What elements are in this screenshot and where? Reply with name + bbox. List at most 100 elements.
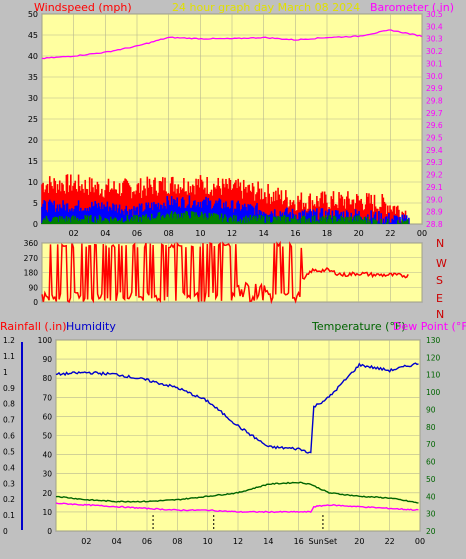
- humidity-tick-label: 80: [42, 374, 52, 383]
- humidity-tick-label: 60: [42, 412, 52, 421]
- rainfall-tick-label: 0.3: [3, 479, 15, 488]
- rainfall-tick-label: 0.1: [3, 511, 15, 520]
- rainfall-tick-label: 0.8: [3, 400, 15, 409]
- barometer-tick-label: 28.8: [426, 220, 443, 229]
- x-tick-label: 00: [415, 537, 425, 546]
- wind-tick-label: 35: [28, 73, 38, 82]
- humidity-tick-label: 50: [42, 432, 52, 441]
- humidity-tick-label: 100: [38, 336, 53, 345]
- temperature-tick-label: 110: [426, 371, 441, 380]
- rainfall-tick-label: 0.4: [3, 463, 15, 472]
- compass-label: W: [436, 257, 447, 270]
- temperature-tick-label: 20: [426, 527, 436, 536]
- wind-tick-label: 25: [28, 115, 38, 124]
- x-tick-label: 20: [354, 537, 364, 546]
- dew-point-legend: Dew Point (°F): [393, 320, 466, 333]
- humidity-tick-label: 70: [42, 393, 52, 402]
- wind-barometer-panel: 0 5 10 15 20 25 30 35 40 45 50 28.8 28.9 29.0 29.1 29.…: [28, 10, 443, 238]
- rainfall-tick-label: 1: [3, 368, 8, 377]
- temperature-tick-label: 40: [426, 492, 436, 501]
- x-tick-label: 14: [263, 537, 273, 546]
- wind-tick-label: 45: [28, 31, 38, 40]
- direction-line: [41, 240, 409, 305]
- temperature-tick-label: 50: [426, 475, 436, 484]
- barometer-tick-label: 29.7: [426, 109, 443, 118]
- rainfall-axis-ticks: 0 0.1 0.2 0.3 0.4 0.5 0.6 0.7 0.8 0.9 1 1.1 1.2: [3, 336, 15, 536]
- rainfall-tick-label: 0.6: [3, 432, 15, 441]
- wind-tick-label: 40: [28, 52, 38, 61]
- wind-tick-label: 50: [28, 10, 38, 19]
- wind-tick-label: 10: [28, 178, 38, 187]
- x-tick-label: 00: [417, 229, 427, 238]
- compass-label: E: [436, 292, 443, 305]
- direction-grid: [41, 242, 423, 303]
- x-tick-label: 12: [233, 537, 243, 546]
- humidity-tick-label: 30: [42, 470, 52, 479]
- barometer-tick-label: 29.1: [426, 183, 443, 192]
- direction-tick-label: 180: [24, 269, 39, 278]
- wind-tick-label: 5: [33, 199, 38, 208]
- direction-tick-label: 360: [24, 239, 39, 248]
- barometer-tick-label: 29.0: [426, 195, 443, 204]
- direction-tick-label: 270: [24, 254, 39, 263]
- x-tick-label: 08: [172, 537, 182, 546]
- barometer-tick-label: 30.3: [426, 35, 443, 44]
- x-tick-label: 22: [385, 229, 395, 238]
- wind-tick-label: 15: [28, 157, 38, 166]
- x-tick-label: 18: [322, 229, 332, 238]
- wind-title: Windspeed (mph): [34, 1, 132, 14]
- humidity-tick-label: 90: [42, 355, 52, 364]
- humidity-temperature-panel: 0 0.1 0.2 0.3 0.4 0.5 0.6 0.7 0.8 0.9 1 1.1 1.2 0 10 2…: [3, 336, 441, 546]
- barometer-title: Barometer (.in): [370, 1, 454, 14]
- temperature-legend: Temperature (°F): [311, 320, 406, 333]
- compass-label: N: [436, 237, 444, 250]
- temperature-tick-label: 130: [426, 336, 441, 345]
- temperature-line: [55, 481, 419, 504]
- x-tick-label: 20: [354, 229, 364, 238]
- wind-tick-label: 30: [28, 94, 38, 103]
- rainfall-tick-label: 0.7: [3, 416, 15, 425]
- barometer-tick-label: 30.5: [426, 10, 443, 19]
- rainfall-legend: Rainfall (.in): [0, 320, 67, 333]
- rainfall-tick-label: 1.1: [3, 352, 15, 361]
- x-tick-label: 04: [100, 229, 110, 238]
- x-tick-label: 12: [227, 229, 237, 238]
- barometer-line: [41, 29, 423, 60]
- wind-axis-ticks: 0 5 10 15 20 25 30 35 40 45 50: [28, 10, 38, 229]
- x-tick-label: 08: [164, 229, 174, 238]
- barometer-tick-label: 29.6: [426, 121, 443, 130]
- graph-date-title: 24 hour graph day March 08 2024: [172, 1, 360, 14]
- temperature-tick-label: 60: [426, 458, 436, 467]
- x-tick-label: 06: [132, 229, 142, 238]
- temperature-tick-label: 120: [426, 353, 441, 362]
- barometer-tick-label: 29.5: [426, 134, 443, 143]
- humidity-legend: Humidity: [66, 320, 116, 333]
- temperature-tick-label: 30: [426, 510, 436, 519]
- time-markers: [152, 515, 324, 531]
- rainfall-tick-label: 0.2: [3, 495, 15, 504]
- compass-label: N: [436, 308, 444, 321]
- direction-axis-ticks: 0 90 180 270 360: [24, 239, 39, 307]
- humidity-line: [55, 362, 419, 454]
- rainfall-tick-label: 0.9: [3, 384, 15, 393]
- direction-tick-label: 90: [28, 283, 38, 292]
- humidity-tick-label: 10: [42, 508, 52, 517]
- barometer-tick-label: 29.8: [426, 96, 443, 105]
- direction-tick-label: 0: [33, 298, 38, 307]
- humidity-tick-label: 0: [47, 527, 52, 536]
- rainfall-tick-label: 1.2: [3, 336, 15, 345]
- barometer-tick-label: 29.4: [426, 146, 443, 155]
- temperature-axis-ticks: 20 30 40 50 60 70 80 90 100 110 120 130: [426, 336, 441, 536]
- wind-x-ticks: 02 04 06 08 10 12 14 16 18 20 22 00: [69, 229, 428, 238]
- temperature-tick-label: 70: [426, 440, 436, 449]
- wind-low-series: [41, 210, 409, 224]
- barometer-tick-label: 30.4: [426, 22, 443, 31]
- x-tick-label: 22: [385, 537, 395, 546]
- temperature-tick-label: 100: [426, 388, 441, 397]
- rainfall-tick-label: 0: [3, 527, 8, 536]
- humidity-axis-ticks: 0 10 20 30 40 50 60 70 80 90 100: [38, 336, 53, 536]
- temperature-tick-label: 80: [426, 423, 436, 432]
- humidity-grid: [55, 339, 421, 532]
